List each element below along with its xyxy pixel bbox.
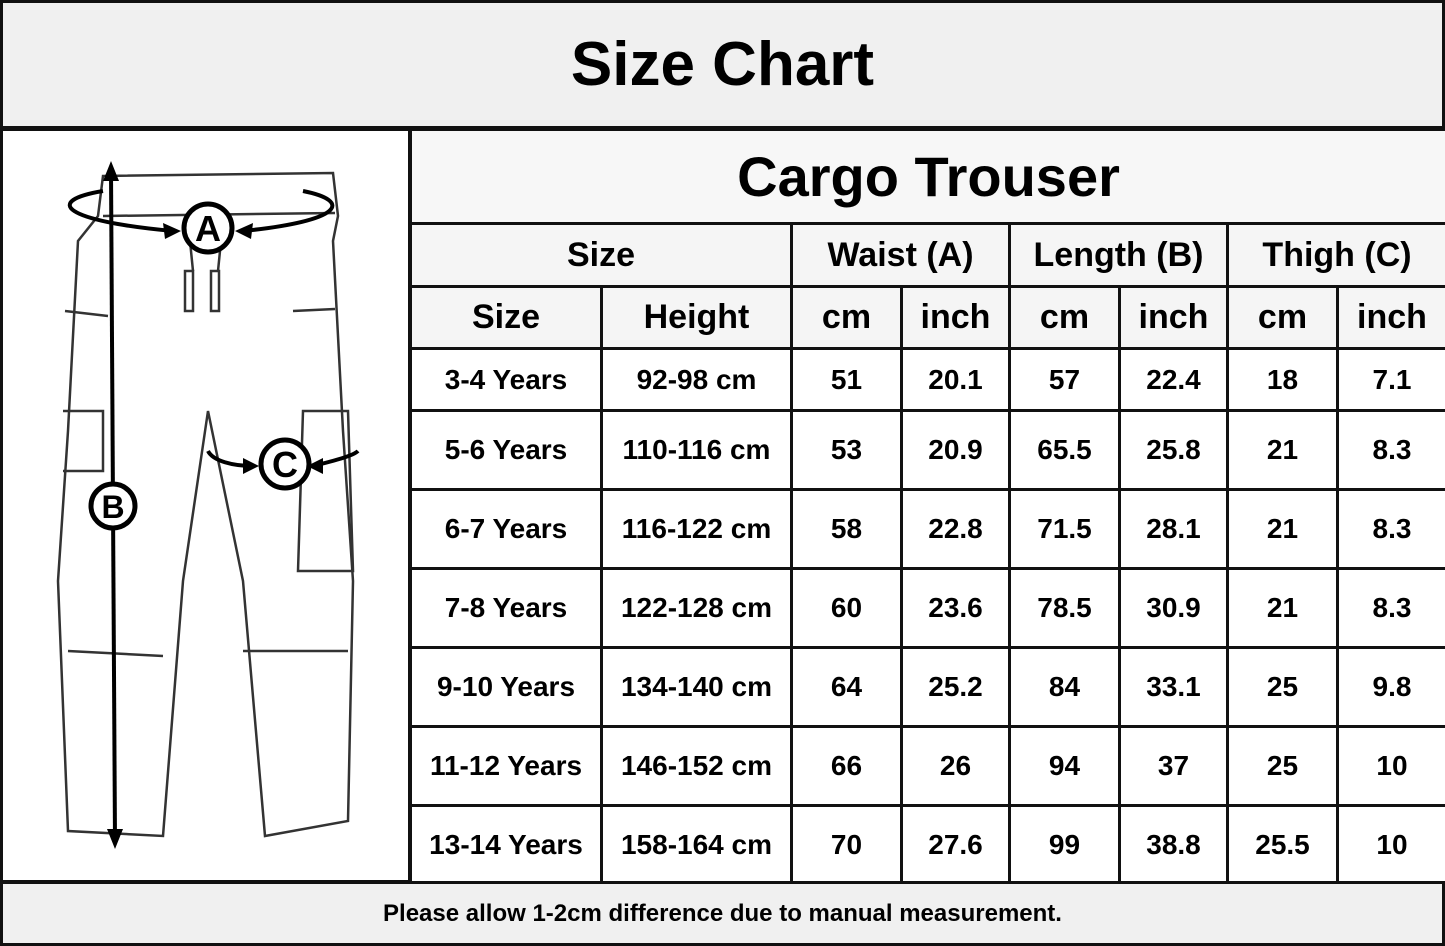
label-thigh: C	[272, 444, 298, 485]
column-header: cm	[1008, 285, 1121, 350]
table-cell: 84	[1008, 646, 1121, 728]
table-cell: 8.3	[1335, 409, 1445, 491]
table-cell: 33.1	[1118, 646, 1229, 728]
table-cell: 20.1	[900, 347, 1011, 412]
table-cell: 3-4 Years	[409, 347, 603, 412]
footer-note: Please allow 1-2cm difference due to man…	[0, 881, 1445, 946]
label-waist: A	[195, 208, 221, 249]
table-row: 7-8 Years 122-128 cm 60 23.6 78.5 30.9 21 8.3	[409, 567, 1445, 649]
column-header: inch	[1118, 285, 1229, 350]
sub-header-row: Size Height cm inch cm inch cm inch	[409, 285, 1445, 350]
table-cell: 20.9	[900, 409, 1011, 491]
table-cell: 38.8	[1118, 804, 1229, 885]
table-cell: 21	[1226, 488, 1339, 570]
table-cell: 22.4	[1118, 347, 1229, 412]
table-row: 9-10 Years 134-140 cm 64 25.2 84 33.1 25 9.8	[409, 646, 1445, 728]
table-cell: 18	[1226, 347, 1339, 412]
group-header: Thigh (C)	[1225, 222, 1445, 288]
table-cell: 25.5	[1226, 804, 1339, 885]
table-cell: 25	[1226, 725, 1339, 807]
table-cell: 9.8	[1335, 646, 1445, 728]
group-header: Size	[409, 222, 793, 288]
table-cell: 23.6	[900, 567, 1011, 649]
table-cell: 122-128 cm	[600, 567, 793, 649]
table-cell: 10	[1335, 804, 1445, 885]
table-cell: 25.8	[1118, 409, 1229, 491]
table-row: 13-14 Years 158-164 cm 70 27.6 99 38.8 25.5 10	[409, 804, 1445, 885]
table-cell: 21	[1226, 409, 1339, 491]
table-row: 11-12 Years 146-152 cm 66 26 94 37 25 10	[409, 725, 1445, 807]
table-cell: 10	[1335, 725, 1445, 807]
product-title: Cargo Trouser	[408, 128, 1445, 225]
table-cell: 30.9	[1118, 567, 1229, 649]
table-cell: 146-152 cm	[600, 725, 793, 807]
column-header: inch	[900, 285, 1011, 350]
table-cell: 25.2	[900, 646, 1011, 728]
table-cell: 53	[790, 409, 903, 491]
table-cell: 99	[1008, 804, 1121, 885]
table-cell: 158-164 cm	[600, 804, 793, 885]
table-cell: 22.8	[900, 488, 1011, 570]
column-header: Height	[600, 285, 793, 350]
table-row: 3-4 Years 92-98 cm 51 20.1 57 22.4 18 7.1	[409, 347, 1445, 412]
table-cell: 134-140 cm	[600, 646, 793, 728]
table-row: 5-6 Years 110-116 cm 53 20.9 65.5 25.8 21 8.3	[409, 409, 1445, 491]
table-cell: 57	[1008, 347, 1121, 412]
label-length: B	[101, 489, 124, 525]
table-cell: 110-116 cm	[600, 409, 793, 491]
size-table: Cargo Trouser Size Waist (A) Length (B) …	[408, 128, 1445, 885]
table-cell: 71.5	[1008, 488, 1121, 570]
table-cell: 8.3	[1335, 567, 1445, 649]
table-cell: 60	[790, 567, 903, 649]
column-header: cm	[790, 285, 903, 350]
table-cell: 26	[900, 725, 1011, 807]
table-cell: 92-98 cm	[600, 347, 793, 412]
table-row: 6-7 Years 116-122 cm 58 22.8 71.5 28.1 21 8.3	[409, 488, 1445, 570]
table-cell: 13-14 Years	[409, 804, 603, 885]
column-header: Size	[409, 285, 603, 350]
trouser-sketch: A B C	[56, 161, 360, 849]
group-header: Waist (A)	[790, 222, 1011, 288]
table-cell: 70	[790, 804, 903, 885]
table-cell: 28.1	[1118, 488, 1229, 570]
group-header-row: Size Waist (A) Length (B) Thigh (C)	[409, 222, 1445, 288]
table-cell: 8.3	[1335, 488, 1445, 570]
table-cell: 21	[1226, 567, 1339, 649]
trouser-diagram: A B C	[0, 128, 411, 883]
table-cell: 66	[790, 725, 903, 807]
table-cell: 51	[790, 347, 903, 412]
table-cell: 11-12 Years	[409, 725, 603, 807]
table-cell: 5-6 Years	[409, 409, 603, 491]
table-cell: 6-7 Years	[409, 488, 603, 570]
table-cell: 94	[1008, 725, 1121, 807]
table-cell: 116-122 cm	[600, 488, 793, 570]
page-title: Size Chart	[0, 0, 1445, 129]
table-cell: 7.1	[1335, 347, 1445, 412]
table-cell: 64	[790, 646, 903, 728]
table-cell: 9-10 Years	[409, 646, 603, 728]
table-cell: 37	[1118, 725, 1229, 807]
column-header: inch	[1335, 285, 1445, 350]
table-cell: 78.5	[1008, 567, 1121, 649]
table-cell: 65.5	[1008, 409, 1121, 491]
table-cell: 25	[1226, 646, 1339, 728]
group-header: Length (B)	[1008, 222, 1229, 288]
column-header: cm	[1226, 285, 1339, 350]
table-cell: 27.6	[900, 804, 1011, 885]
table-cell: 7-8 Years	[409, 567, 603, 649]
table-cell: 58	[790, 488, 903, 570]
